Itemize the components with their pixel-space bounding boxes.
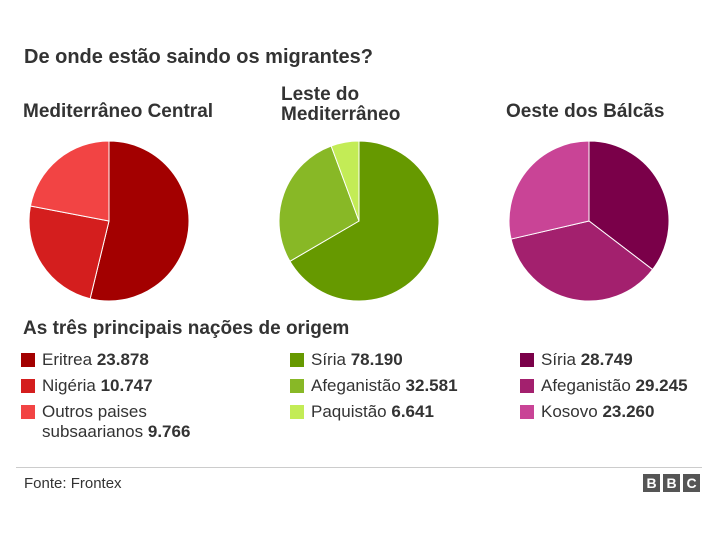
chart-title: De onde estão saindo os migrantes? [24, 46, 373, 68]
pie-slice-2-2 [508, 140, 590, 240]
region-title-western-balkans: Oeste dos Bálcãs [506, 101, 665, 122]
legend-label: Outros paises subsaarianos [42, 402, 147, 441]
legend-label: Kosovo [541, 402, 598, 421]
region-title-eastern-mediterranean: Leste do Mediterrâneo [281, 84, 401, 125]
logo-letter: C [683, 474, 700, 492]
legend-swatch [520, 353, 534, 367]
legend-item: Nigéria 10.747 [21, 376, 241, 396]
source-note: Fonte: Frontex [24, 475, 122, 492]
pie-chart-western-balkans [508, 140, 670, 302]
legend-value: 29.245 [635, 376, 688, 395]
legend-item: Síria 28.749 [520, 350, 720, 370]
bbc-logo: B B C [643, 474, 700, 492]
footer-divider [16, 467, 702, 468]
pie-slice-2-1 [510, 220, 654, 302]
legend-value: 6.641 [391, 402, 434, 421]
legend-item: Síria 78.190 [290, 350, 510, 370]
legend-label: Paquistão [311, 402, 387, 421]
legend-item: Kosovo 23.260 [520, 402, 720, 422]
legend-value: 23.878 [96, 350, 149, 369]
legend-item: Eritrea 23.878 [21, 350, 241, 370]
legend-item: Afeganistão 29.245 [520, 376, 720, 396]
legend-swatch [21, 353, 35, 367]
legend-swatch [290, 379, 304, 393]
pie-chart-central-mediterranean [28, 140, 190, 302]
pie-slice-1-2 [330, 140, 360, 222]
legend-swatch [520, 379, 534, 393]
legend-label: Nigéria [42, 376, 96, 395]
legend-item: Paquistão 6.641 [290, 402, 510, 422]
legend-swatch [290, 353, 304, 367]
legend-value: 9.766 [147, 422, 191, 441]
legend-heading: As três principais nações de origem [23, 318, 350, 339]
legend-value: 28.749 [580, 350, 633, 369]
legend-label: Afeganistão [311, 376, 401, 395]
legend-eastern-mediterranean: Síria 78.190 Afeganistão 32.581 Paquistã… [290, 350, 510, 428]
pie-chart-eastern-mediterranean [278, 140, 440, 302]
legend-central-mediterranean: Eritrea 23.878 Nigéria 10.747 Outros pai… [21, 350, 241, 448]
pie-slice-0-1 [28, 205, 110, 300]
region-title-central-mediterranean: Mediterrâneo Central [23, 101, 214, 122]
legend-item: Afeganistão 32.581 [290, 376, 510, 396]
legend-value: 10.747 [100, 376, 153, 395]
legend-value: 23.260 [602, 402, 655, 421]
legend-item: Outros paises subsaarianos 9.766 [21, 402, 232, 442]
pie-slice-2-0 [588, 140, 670, 271]
legend-label: Síria [311, 350, 346, 369]
logo-letter: B [643, 474, 660, 492]
legend-western-balkans: Síria 28.749 Afeganistão 29.245 Kosovo 2… [520, 350, 720, 428]
legend-label: Síria [541, 350, 576, 369]
legend-swatch [21, 379, 35, 393]
pie-slice-0-2 [29, 140, 110, 222]
legend-swatch [21, 405, 35, 419]
logo-letter: B [663, 474, 680, 492]
legend-swatch [290, 405, 304, 419]
legend-value: 32.581 [405, 376, 458, 395]
legend-value: 78.190 [350, 350, 403, 369]
legend-label: Afeganistão [541, 376, 631, 395]
legend-swatch [520, 405, 534, 419]
pie-slice-1-0 [289, 140, 440, 302]
pie-slice-0-0 [89, 140, 190, 302]
legend-label: Eritrea [42, 350, 93, 369]
pie-slice-1-1 [278, 145, 360, 262]
